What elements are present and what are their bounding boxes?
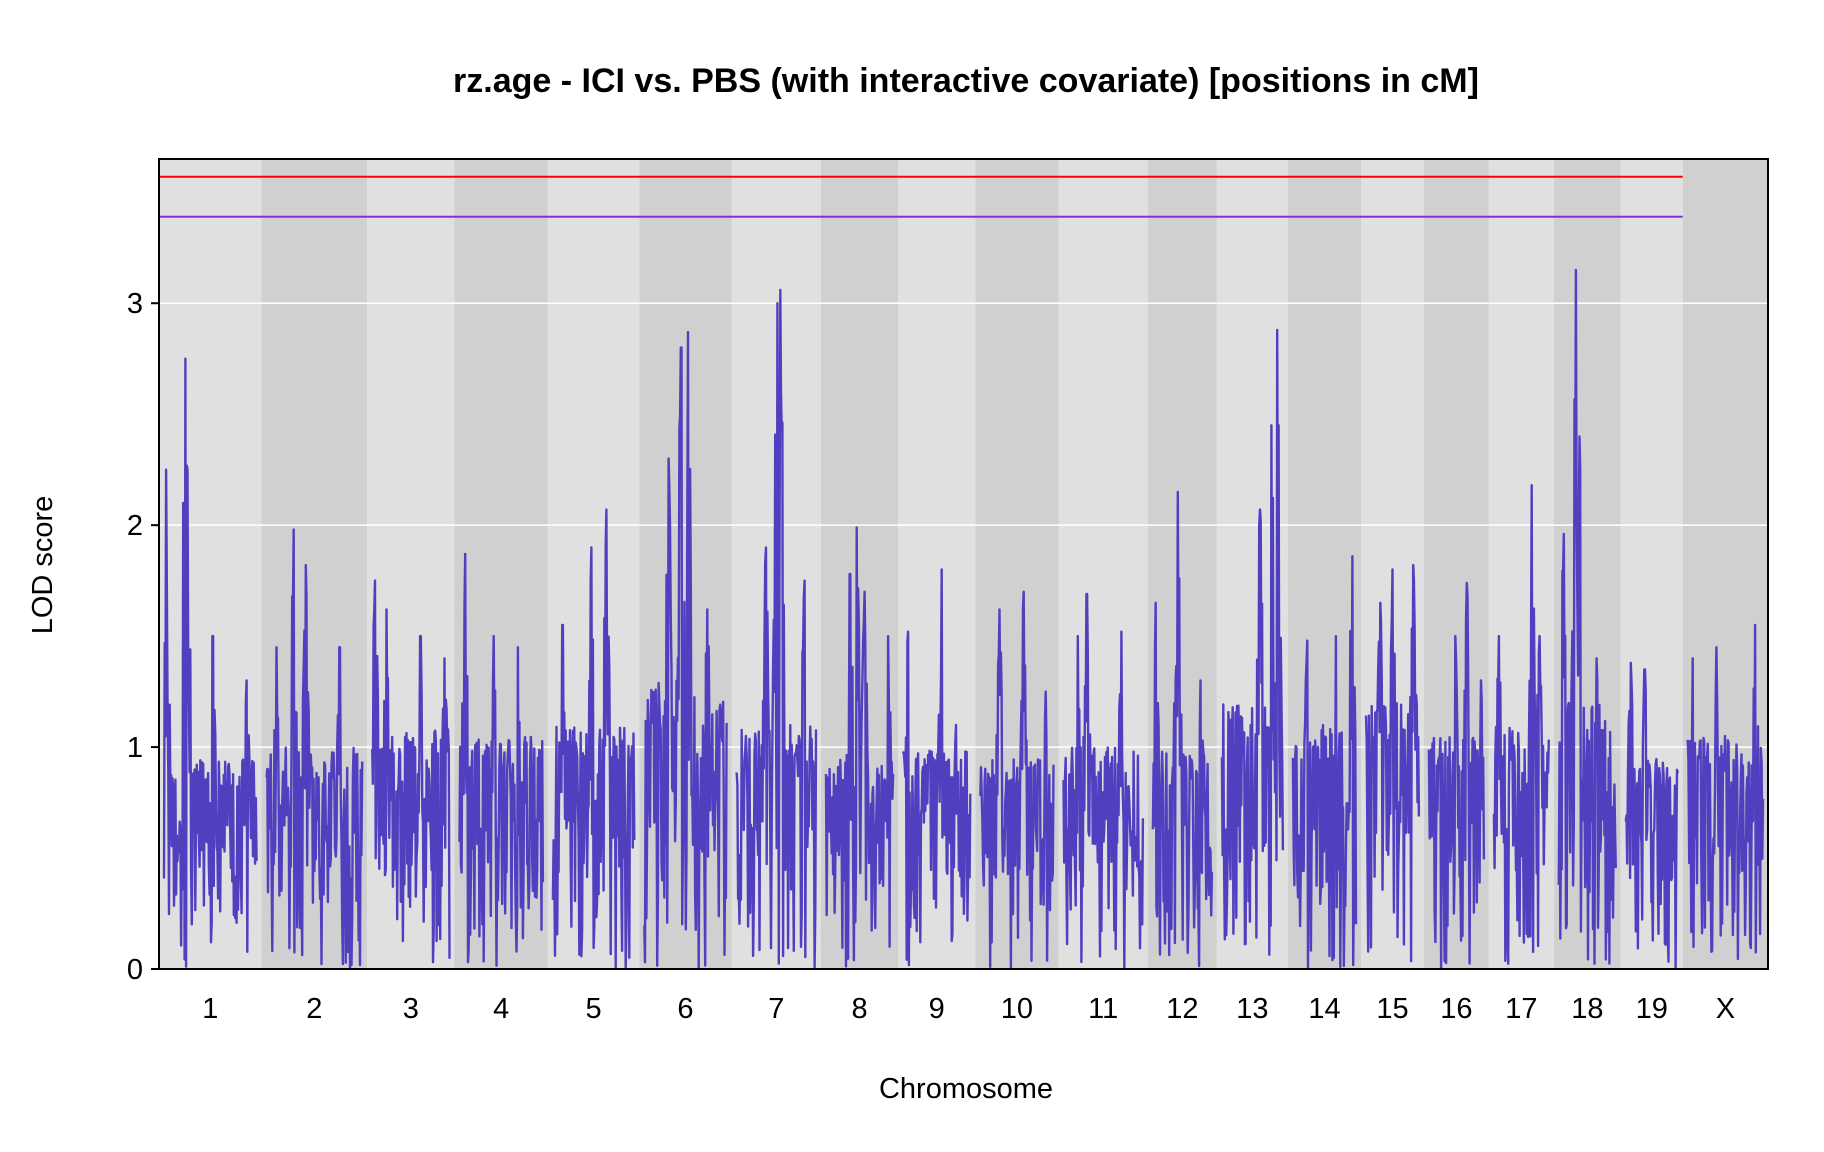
x-tick-label-9: 9: [929, 993, 945, 1025]
lod-trace-chr-2: [265, 528, 364, 970]
x-axis-label: Chromosome: [879, 1073, 1053, 1105]
y-tick-label-0: 0: [127, 954, 143, 986]
lod-trace-chr-3: [371, 579, 451, 964]
lod-trace-chr-6: [643, 330, 728, 970]
y-tick-label-1: 1: [127, 732, 143, 764]
x-tick-label-17: 17: [1505, 993, 1537, 1025]
lod-trace-chr-17: [1492, 484, 1550, 965]
x-tick-label-2: 2: [306, 993, 322, 1025]
x-tick-label-16: 16: [1440, 993, 1472, 1025]
y-tick-label-2: 2: [127, 510, 143, 542]
lod-trace-chr-15: [1364, 563, 1421, 963]
lod-trace-chr-X: [1686, 623, 1765, 961]
lod-trace-chr-5: [551, 508, 636, 970]
lod-trace-chr-16: [1427, 581, 1486, 970]
x-tick-label-18: 18: [1571, 993, 1603, 1025]
x-tick-label-12: 12: [1166, 993, 1198, 1025]
y-axis-label: LOD score: [27, 496, 59, 635]
lod-trace-chr-18: [1557, 268, 1617, 965]
lod-trace-chr-13: [1220, 328, 1285, 956]
lod-trace-chr-10: [979, 590, 1055, 969]
x-tick-label-19: 19: [1636, 993, 1668, 1025]
x-tick-label-10: 10: [1001, 993, 1033, 1025]
lod-trace-chr-19: [1624, 661, 1679, 970]
x-tick-label-6: 6: [677, 993, 693, 1025]
lod-trace-chr-1: [162, 357, 258, 968]
x-tick-label-8: 8: [851, 993, 867, 1025]
x-tick-label-13: 13: [1236, 993, 1268, 1025]
x-tick-label-11: 11: [1088, 993, 1118, 1025]
lod-trace-chr-7: [735, 288, 818, 970]
y-tick-label-3: 3: [127, 288, 143, 320]
lod-trace-chr-11: [1062, 592, 1145, 970]
chart-title: rz.age - ICI vs. PBS (with interactive c…: [453, 62, 1479, 100]
plot-frame: [158, 158, 1769, 970]
lod-trace-chr-12: [1151, 490, 1214, 968]
x-tick-label-1: 1: [202, 993, 218, 1025]
x-tick-label-X: X: [1716, 993, 1735, 1025]
lod-trace-chr-9: [901, 568, 972, 967]
x-tick-label-5: 5: [585, 993, 601, 1025]
x-tick-label-4: 4: [493, 993, 509, 1025]
x-tick-label-7: 7: [768, 993, 784, 1025]
x-tick-label-15: 15: [1376, 993, 1408, 1025]
lod-trace-chr-8: [824, 526, 895, 968]
lod-trace-chr-4: [458, 552, 545, 967]
lod-trace-chr-14: [1291, 555, 1358, 970]
x-tick-label-14: 14: [1308, 993, 1340, 1025]
x-tick-label-3: 3: [403, 993, 419, 1025]
